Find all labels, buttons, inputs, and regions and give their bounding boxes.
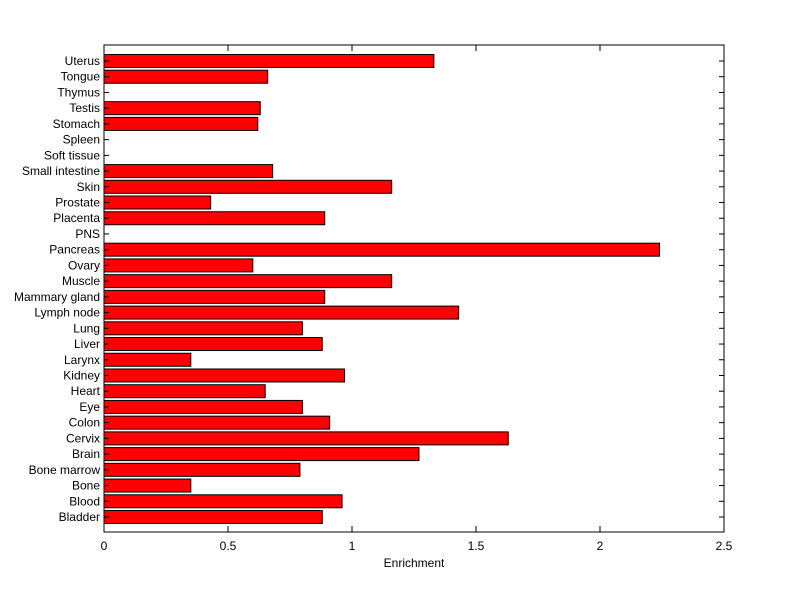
y-tick-label-placenta: Placenta — [53, 211, 100, 225]
bar-mammary-gland — [103, 289, 326, 304]
y-tick-label-larynx: Larynx — [64, 353, 100, 367]
y-tick-label-bladder: Bladder — [59, 510, 100, 524]
y-tick-label-liver: Liver — [74, 337, 100, 351]
bar-bone — [103, 478, 192, 493]
y-tick-label-prostate: Prostate — [55, 196, 100, 210]
y-tick-label-skin: Skin — [77, 180, 100, 194]
y-tick-label-brain: Brain — [72, 447, 100, 461]
x-tick-labels: 0 0.5 1 1.5 2 2.5 — [101, 539, 733, 553]
bar-bladder — [103, 510, 323, 524]
y-tick-label-bone-marrow: Bone marrow — [29, 463, 101, 477]
y-tick-label-uterus: Uterus — [65, 54, 100, 68]
y-tick-label-stomach: Stomach — [53, 117, 100, 131]
y-tick-label-cervix: Cervix — [66, 431, 100, 445]
bar-lung — [103, 321, 303, 336]
x-tick-label: 1.5 — [468, 539, 485, 553]
bar-kidney — [103, 368, 346, 383]
y-tick-label-muscle: Muscle — [62, 274, 100, 288]
bar-bone-marrow — [103, 462, 301, 477]
y-tick-label-small-intestine: Small intestine — [22, 164, 100, 178]
bar-ovary — [103, 258, 254, 273]
bar-brain — [103, 447, 420, 462]
y-tick-label-ovary: Ovary — [68, 258, 100, 272]
x-tick-label: 2.5 — [716, 539, 733, 553]
bar-muscle — [103, 274, 393, 289]
y-tick-label-testis: Testis — [69, 101, 100, 115]
bar-pancreas — [103, 242, 661, 257]
bar-cervix — [103, 431, 509, 446]
bar-liver — [103, 337, 323, 352]
y-tick-label-lung: Lung — [73, 321, 100, 335]
y-tick-label-pancreas: Pancreas — [49, 243, 100, 257]
x-tick-label: 0.5 — [220, 539, 237, 553]
y-tick-label-kidney: Kidney — [63, 368, 100, 382]
bar-heart — [103, 384, 266, 399]
bar-stomach — [103, 116, 259, 131]
ticks-group — [103, 45, 725, 532]
x-tick-label: 0 — [101, 539, 108, 553]
y-tick-label-eye: Eye — [79, 400, 100, 414]
bar-colon — [103, 415, 331, 430]
y-tick-label-soft-tissue: Soft tissue — [44, 148, 100, 162]
x-axis-label: Enrichment — [384, 556, 445, 570]
bar-blood — [103, 494, 343, 509]
bar-prostate — [103, 195, 212, 210]
y-tick-label-mammary-gland: Mammary gland — [14, 290, 100, 304]
bar-testis — [103, 101, 261, 116]
bar-skin — [103, 179, 393, 194]
x-tick-label: 1 — [349, 539, 356, 553]
bar-eye — [103, 399, 303, 414]
bar-larynx — [103, 352, 192, 367]
y-tick-label-thymus: Thymus — [57, 85, 100, 99]
x-tick-label: 2 — [597, 539, 604, 553]
y-tick-label-bone: Bone — [72, 479, 100, 493]
plot-frame — [103, 44, 725, 533]
y-tick-label-heart: Heart — [71, 384, 101, 398]
y-tick-label-pns: PNS — [75, 227, 100, 241]
bar-placenta — [103, 211, 326, 226]
bar-small-intestine — [103, 164, 274, 179]
bar-uterus — [103, 54, 435, 68]
y-tick-label-colon: Colon — [69, 416, 100, 430]
y-tick-label-lymph-node: Lymph node — [34, 306, 100, 320]
y-tick-label-blood: Blood — [69, 494, 100, 508]
y-tick-label-tongue: Tongue — [61, 70, 101, 84]
bar-tongue — [103, 69, 269, 84]
y-tick-label-spleen: Spleen — [63, 133, 100, 147]
bar-lymph-node — [103, 305, 460, 320]
